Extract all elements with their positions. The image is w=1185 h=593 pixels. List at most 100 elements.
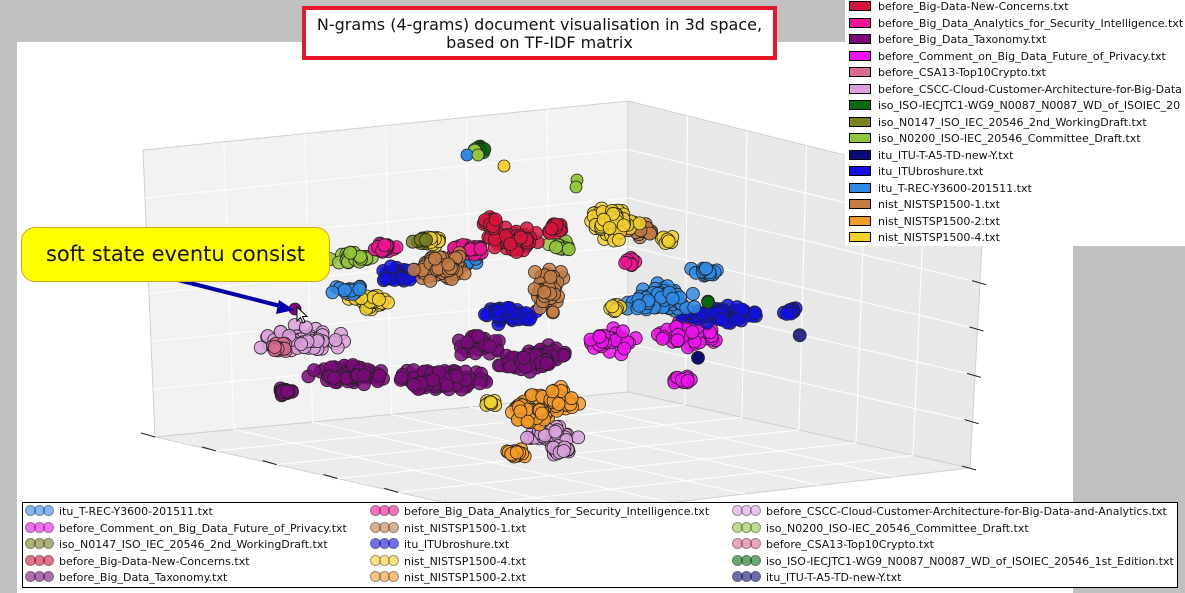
legend-label: itu_T-REC-Y3600-201511.txt [59, 505, 213, 518]
data-point [454, 347, 469, 362]
legend-label: iso_ISO-IECJTC1-WG9_N0087_N0087_WD_of_IS… [878, 99, 1181, 112]
legend-label: before_CSA13-Top10Crypto.txt [878, 66, 1046, 79]
data-point [686, 286, 700, 301]
chart-title-line-2: based on TF-IDF matrix [446, 33, 633, 52]
data-point [327, 371, 342, 386]
data-point [617, 341, 632, 356]
legend-label: iso_N0200_ISO-IEC_20546_Committee_Draft.… [766, 521, 1029, 535]
data-point [685, 325, 700, 340]
data-point [571, 430, 586, 445]
legend-marker [25, 554, 55, 568]
legend-label: itu_ITUbroshure.txt [878, 165, 984, 178]
data-point [655, 331, 670, 346]
data-point [549, 240, 563, 255]
bottom-legend-item: nist_NISTSP1500-1.txt [370, 521, 526, 537]
data-point [670, 333, 685, 348]
legend-label: before_CSCC-Cloud-Customer-Architecture-… [766, 505, 1167, 518]
data-point [372, 368, 387, 383]
legend-marker [25, 537, 55, 551]
legend-label: before_CSA13-Top10Crypto.txt [766, 538, 934, 551]
legend-label: before_CSCC-Cloud-Customer-Architecture-… [878, 82, 1182, 96]
data-point [691, 351, 705, 365]
data-point [377, 238, 392, 253]
top-legend-item: before_CSA13-Top10Crypto.txt [849, 65, 1046, 81]
top-legend-item: nist_NISTSP1500-2.txt [849, 214, 1000, 230]
data-point [592, 329, 607, 344]
legend-swatch [849, 149, 871, 160]
top-legend-item: nist_NISTSP1500-1.txt [849, 197, 1000, 213]
data-point [564, 391, 579, 406]
legend-label: iso_ISO-IECJTC1-WG9_N0087_N0087_WD_of_IS… [766, 554, 1174, 568]
tick [969, 326, 984, 332]
legend-label: itu_ITU-T-A5-TD-new-Y.txt [878, 148, 1014, 162]
data-point [539, 356, 554, 371]
legend-swatch [849, 116, 871, 127]
legend-swatch [849, 34, 871, 44]
top-legend-item: nist_NISTSP1500-4.txt [849, 230, 1000, 246]
bottom-legend-item: before_Big_Data_Analytics_for_Security_I… [370, 504, 709, 520]
data-point [460, 148, 474, 162]
data-point [440, 378, 454, 393]
data-point [253, 340, 268, 355]
bottom-legend-item: before_CSCC-Cloud-Customer-Architecture-… [732, 504, 1167, 520]
legend-label: nist_NISTSP1500-2.txt [878, 214, 1000, 228]
data-point [546, 305, 560, 319]
legend-swatch [849, 133, 871, 143]
bottom-legend-item: before_Big-Data-New-Concerns.txt [25, 554, 250, 570]
bottom-legend-item: iso_N0200_ISO-IEC_20546_Committee_Draft.… [732, 521, 1029, 537]
legend-label: iso_N0147_ISO_IEC_20546_2nd_WorkingDraft… [878, 115, 1147, 129]
chart-title: N-grams (4-grams) document visualisation… [302, 6, 777, 60]
legend-marker [25, 570, 55, 584]
legend-label: itu_ITU-T-A5-TD-new-Y.txt [766, 571, 902, 584]
data-point [513, 404, 528, 419]
legend-swatch [849, 100, 871, 110]
data-point [503, 237, 518, 251]
legend-swatch [849, 199, 871, 209]
data-point [520, 414, 535, 429]
top-legend-item: before_Big-Data-New-Concerns.txt [849, 0, 1069, 15]
legend-label: nist_NISTSP1500-1.txt [404, 521, 526, 535]
legend-marker [25, 504, 55, 518]
data-point [602, 221, 617, 235]
data-point [307, 363, 321, 378]
data-point [537, 285, 552, 300]
data-point [699, 261, 713, 276]
tick [262, 460, 277, 466]
data-point [471, 148, 485, 162]
top-legend-item: before_CSCC-Cloud-Customer-Architecture-… [849, 82, 1182, 98]
data-point [605, 299, 620, 314]
data-point [779, 306, 794, 321]
bottom-legend-item: nist_NISTSP1500-2.txt [370, 570, 526, 586]
data-point [473, 241, 488, 256]
legend-label: before_Big-Data-New-Concerns.txt [878, 0, 1069, 13]
data-point [509, 445, 524, 460]
data-point [471, 329, 486, 343]
data-point [612, 232, 626, 247]
data-point [714, 312, 729, 327]
data-point [661, 234, 676, 249]
legend-swatch [849, 83, 871, 94]
data-point [279, 384, 294, 399]
data-point [792, 328, 807, 343]
legend-marker [370, 521, 400, 535]
legend-marker [732, 570, 762, 584]
callout-arrow [177, 278, 294, 314]
tick [384, 487, 399, 493]
legend-marker [732, 521, 762, 535]
data-point [406, 377, 421, 392]
legend-label: iso_N0200_ISO-IEC_20546_Committee_Draft.… [878, 132, 1141, 145]
callout-bubble: soft state eventu consist [21, 227, 330, 282]
data-point [406, 262, 421, 277]
data-point [528, 265, 542, 279]
data-point [478, 307, 492, 322]
data-point [267, 340, 282, 354]
data-point [352, 282, 367, 297]
top-legend-item: itu_ITU-T-A5-TD-new-Y.txt [849, 148, 1013, 164]
data-point [735, 302, 750, 317]
legend-label: before_Big_Data_Taxonomy.txt [878, 33, 1047, 46]
legend-marker [732, 504, 762, 518]
tick [966, 372, 982, 378]
data-point [687, 300, 702, 315]
legend-label: before_Big_Data_Analytics_for_Security_I… [878, 16, 1184, 30]
